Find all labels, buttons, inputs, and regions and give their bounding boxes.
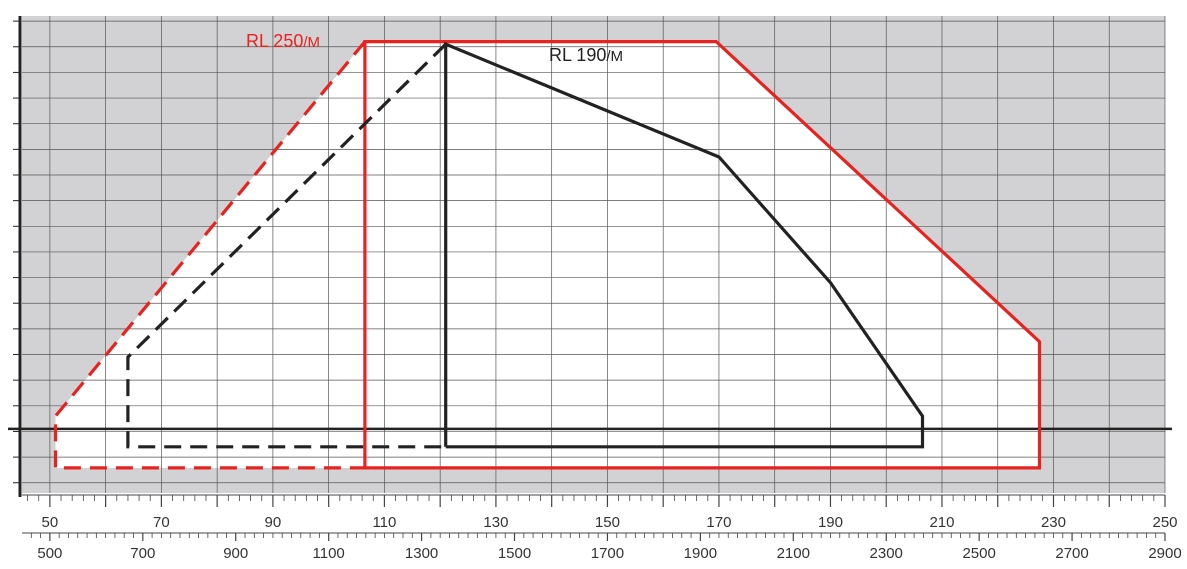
series-labels: RL 250/MRL 190/M: [246, 31, 623, 65]
series-label-0: RL 250/M: [246, 31, 320, 51]
grid: [22, 16, 1166, 493]
x-axis-bottom-tick-label: 900: [223, 545, 248, 562]
plot-background: [22, 16, 1165, 493]
x-axis-bottom-tick-label: 2100: [777, 545, 810, 562]
series-label-suffix: /M: [303, 34, 320, 51]
x-axis-bottom-tick-label: 1900: [684, 545, 717, 562]
x-axis-top-tick-label: 250: [1152, 514, 1177, 531]
series-label-name: RL 190: [549, 45, 606, 65]
x-axis-top-tick-label: 130: [483, 514, 508, 531]
series-label-suffix: /M: [606, 48, 623, 65]
x-axis-top-tick-label: 230: [1041, 514, 1066, 531]
x-axis-bottom-tick-label: 2700: [1055, 545, 1088, 562]
x-axis-bottom-tick-label: 1100: [313, 545, 345, 562]
axes: 50 70 90 110 130 150 170 190 210 230 250 500 700 900 1…: [13, 16, 1182, 562]
x-axis-bottom-tick-label: 1300: [405, 545, 438, 562]
series-line-dashed-0: [53, 40, 367, 470]
x-axis-bottom-tick-label: 2300: [870, 545, 903, 562]
x-axis-top-tick-label: 90: [265, 514, 282, 531]
x-axis-top-tick-label: 150: [595, 514, 620, 531]
x-axis-top-tick-label: 170: [706, 514, 731, 531]
series-label-name: RL 250: [246, 31, 303, 51]
x-axis-top-tick-label: 50: [42, 514, 59, 531]
x-axis-top-tick-label: 190: [818, 514, 843, 531]
series-layer: [8, 39, 1172, 470]
series-label-1: RL 190/M: [549, 45, 623, 65]
x-axis-bottom-tick-label: 700: [130, 545, 155, 562]
series-line-dashed-1: [126, 43, 447, 449]
series-line-solid-0: [363, 39, 1042, 470]
x-axis-top-tick-label: 110: [372, 514, 396, 531]
x-axis-bottom-tick-label: 2900: [1148, 545, 1181, 562]
x-axis-bottom-tick-label: 1500: [498, 545, 531, 562]
x-axis-bottom-tick-label: 1700: [591, 545, 624, 562]
x-axis-top-tick-label: 70: [153, 514, 170, 531]
x-axis-bottom-tick-label: 500: [37, 545, 62, 562]
series-line-solid-1: [444, 41, 925, 449]
x-axis-bottom-tick-label: 2500: [962, 545, 995, 562]
x-axis-top-tick-label: 210: [929, 514, 954, 531]
